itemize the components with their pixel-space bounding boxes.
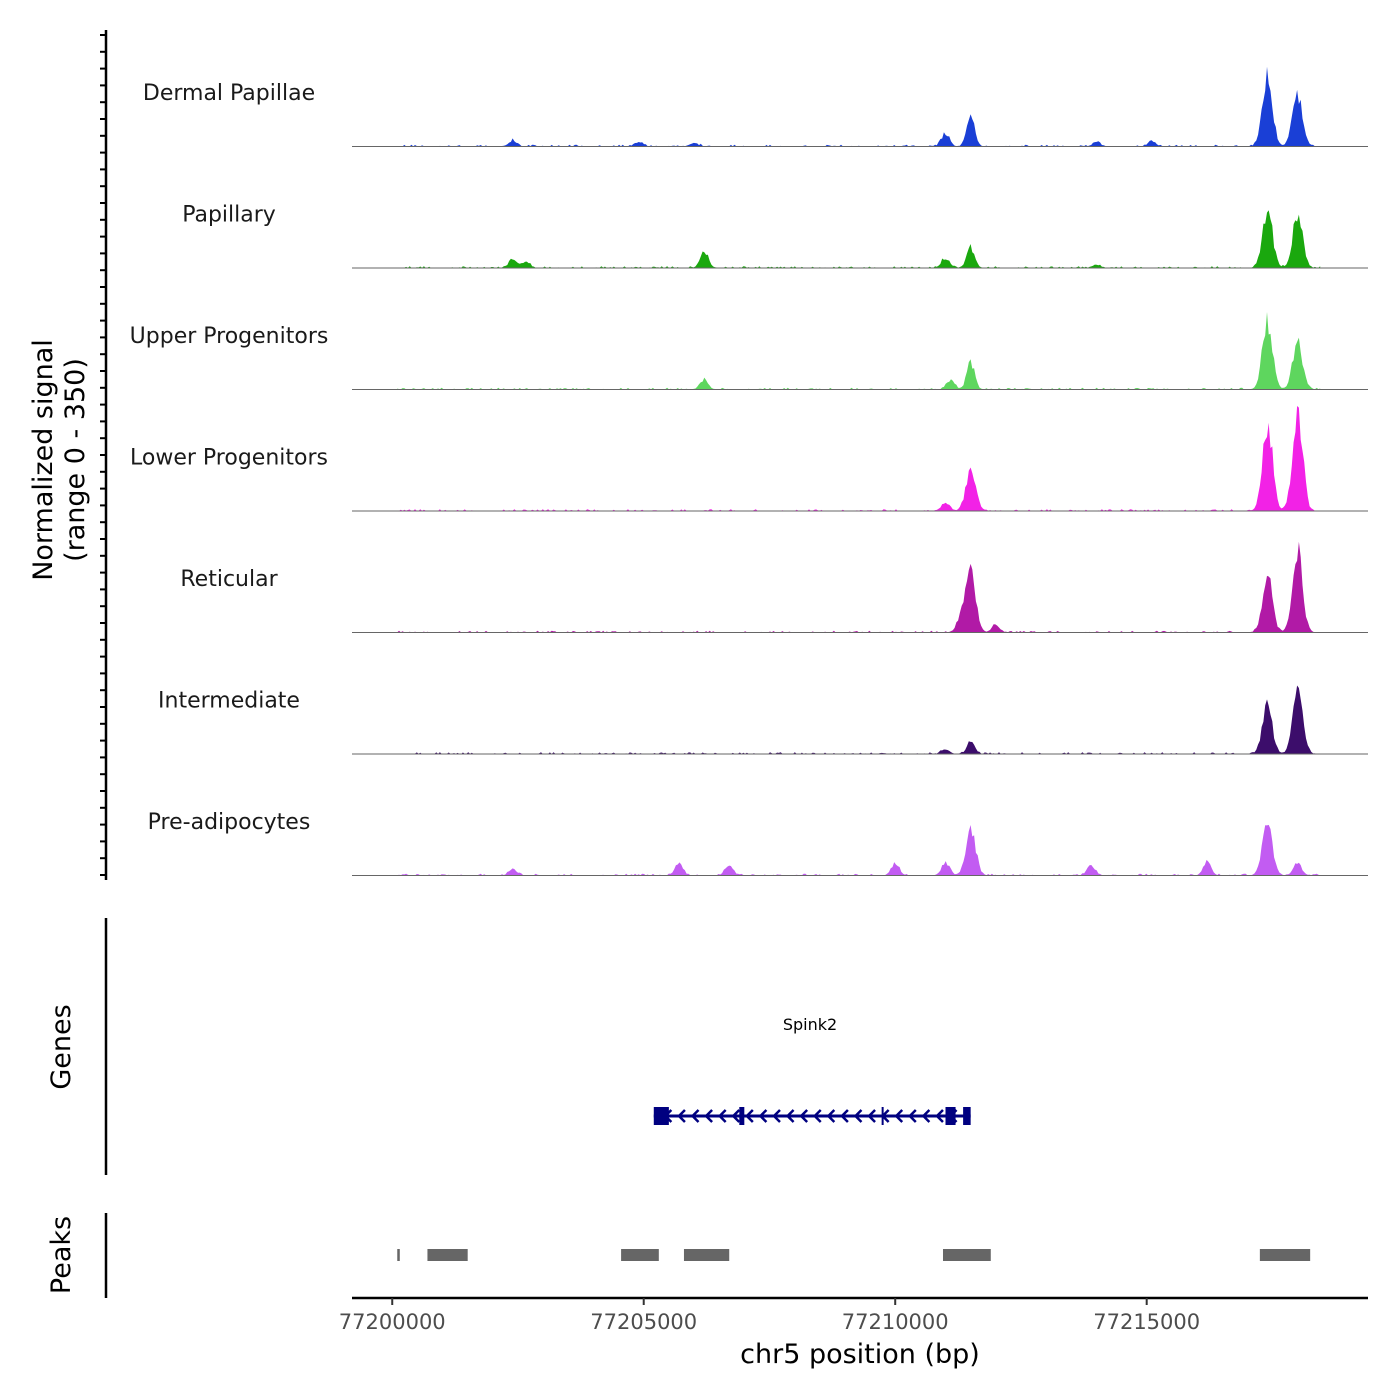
strand-arrow — [840, 1109, 849, 1123]
strand-arrow — [758, 1109, 768, 1123]
strand-arrow — [731, 1109, 741, 1123]
peak-region — [427, 1249, 468, 1261]
track-label-dermal-papillae: Dermal Papillae — [143, 81, 315, 106]
strand-arrow — [812, 1109, 822, 1123]
strand-arrow — [826, 1109, 836, 1123]
gene-exon — [963, 1107, 971, 1125]
gene-layer — [653, 1107, 971, 1125]
track-label-lower-progenitors: Lower Progenitors — [130, 446, 328, 471]
strand-arrow — [772, 1109, 781, 1123]
strand-arrow — [908, 1109, 917, 1123]
x-axis-tick-label: 77215000 — [1093, 1310, 1200, 1334]
axis-layer: 77200000 77205000 77210000 77215000 — [100, 30, 1368, 1334]
coverage-area-pre-adipocytes — [397, 824, 1321, 876]
y-axis-label-group: Normalized signal (range 0 - 350) — [28, 339, 91, 581]
strand-arrow — [677, 1109, 686, 1123]
strand-arrow — [894, 1109, 904, 1123]
strand-arrow — [853, 1109, 863, 1123]
genes-track-label: Genes — [46, 1004, 77, 1089]
gene-exon — [653, 1107, 669, 1125]
track-label-intermediate: Intermediate — [158, 689, 300, 714]
coverage-layer: Dermal Papillae Papillary Upper Progenitor… — [130, 66, 1368, 876]
track-label-upper-progenitors: Upper Progenitors — [130, 324, 329, 349]
track-label-papillary: Papillary — [182, 203, 276, 228]
coverage-area-papillary — [397, 210, 1321, 268]
coverage-area-reticular — [397, 541, 1321, 633]
y-axis-label-line1: Normalized signal — [28, 339, 59, 581]
gene-name-label: Spink2 — [783, 1015, 837, 1034]
gene-exon — [739, 1107, 745, 1125]
strand-arrow — [717, 1109, 727, 1123]
x-axis-tick-label: 77210000 — [842, 1310, 949, 1334]
y-axis-label-line2: (range 0 - 350) — [60, 358, 91, 562]
peaks-track-label: Peaks — [46, 1216, 77, 1294]
peak-region — [683, 1249, 730, 1261]
strand-arrow — [867, 1109, 876, 1123]
coverage-area-lower-progenitors — [397, 406, 1321, 511]
x-axis-label: chr5 position (bp) — [740, 1339, 980, 1370]
x-axis-tick-label: 77205000 — [590, 1310, 697, 1334]
track-label-reticular: Reticular — [180, 567, 278, 592]
peak-region — [1259, 1249, 1311, 1261]
track-label-pre-adipocytes: Pre-adipocytes — [148, 810, 311, 835]
strand-arrow — [745, 1109, 754, 1123]
strand-arrow — [921, 1109, 931, 1123]
x-axis-tick-label: 77200000 — [339, 1310, 446, 1334]
strand-arrow — [935, 1109, 944, 1123]
peak-region — [397, 1249, 400, 1261]
coverage-area-intermediate — [397, 685, 1321, 754]
peak-region — [621, 1249, 659, 1261]
strand-arrow — [704, 1109, 713, 1123]
strand-arrow — [690, 1109, 700, 1123]
coverage-area-upper-progenitors — [397, 312, 1321, 390]
coverage-area-dermal-papillae — [397, 66, 1321, 147]
gene-exon — [945, 1107, 956, 1125]
peak-region — [942, 1249, 991, 1261]
strand-arrow — [799, 1109, 809, 1123]
peak-layer — [397, 1249, 1311, 1261]
strand-arrow — [785, 1109, 795, 1123]
